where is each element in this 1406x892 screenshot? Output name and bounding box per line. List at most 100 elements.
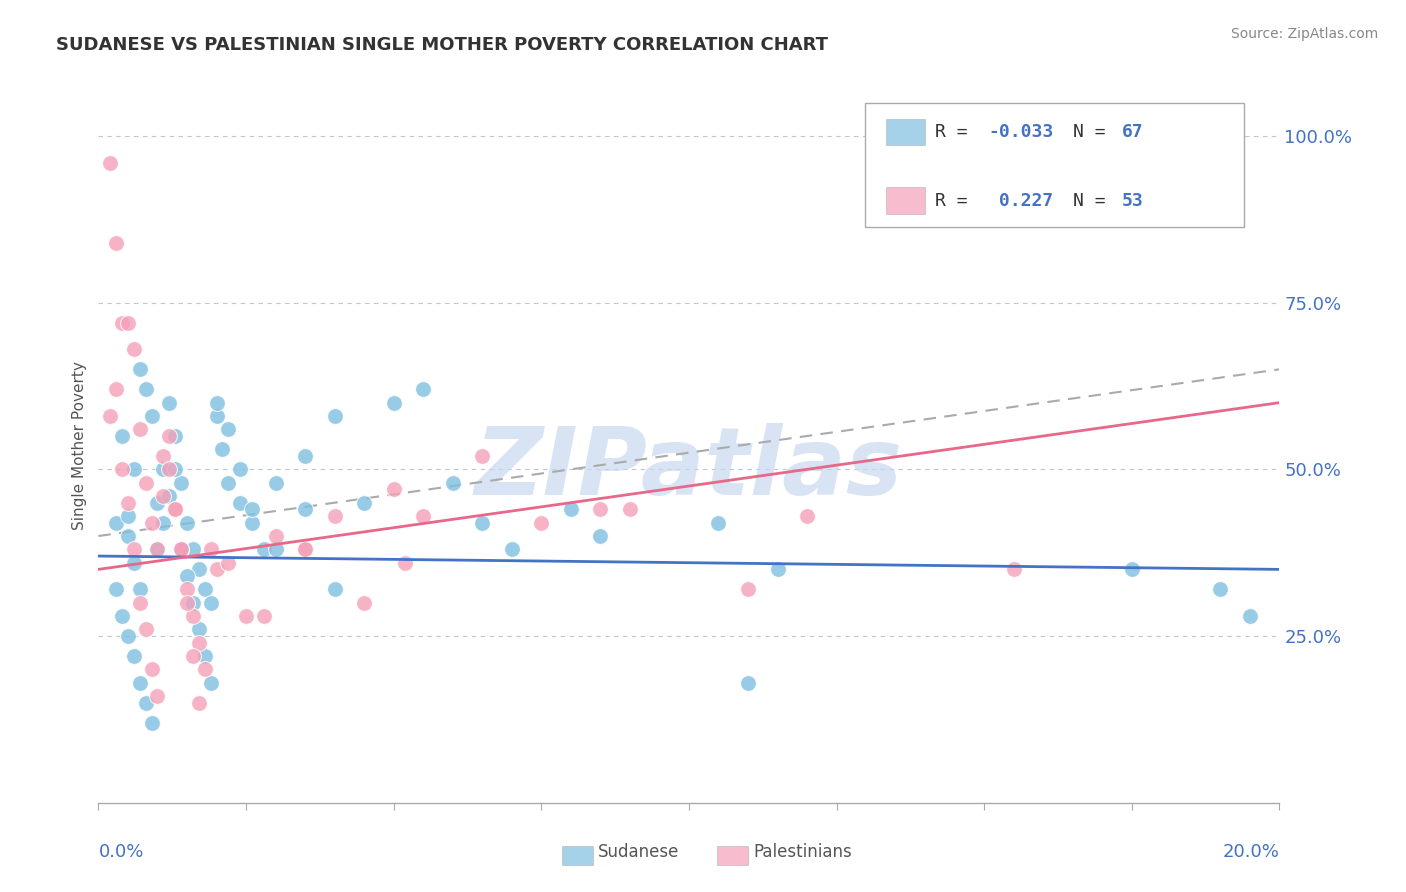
Point <box>157 395 180 409</box>
Point <box>211 442 233 457</box>
Point <box>264 475 287 490</box>
Point <box>194 649 217 664</box>
Text: 53: 53 <box>1122 192 1143 210</box>
Point <box>1002 562 1025 576</box>
Point <box>117 509 139 524</box>
Text: N =: N = <box>1073 192 1116 210</box>
Point <box>412 509 434 524</box>
Point <box>135 475 157 490</box>
Point <box>187 562 209 576</box>
Point <box>122 649 145 664</box>
Point <box>471 516 494 530</box>
Point <box>187 636 209 650</box>
Point <box>200 542 222 557</box>
Point <box>1239 609 1261 624</box>
Point <box>205 562 228 576</box>
Point <box>471 449 494 463</box>
Point <box>105 582 128 597</box>
Point <box>135 382 157 396</box>
Text: SUDANESE VS PALESTINIAN SINGLE MOTHER POVERTY CORRELATION CHART: SUDANESE VS PALESTINIAN SINGLE MOTHER PO… <box>56 36 828 54</box>
Point <box>264 529 287 543</box>
Point <box>530 516 553 530</box>
Text: R =: R = <box>935 192 979 210</box>
Point <box>122 556 145 570</box>
Point <box>205 409 228 423</box>
Point <box>117 629 139 643</box>
Point <box>229 496 252 510</box>
Point <box>146 542 169 557</box>
Point <box>187 623 209 637</box>
Point <box>589 529 612 543</box>
Point <box>128 422 150 436</box>
Point <box>128 582 150 597</box>
Point <box>122 542 145 557</box>
Point <box>253 609 276 624</box>
Text: Sudanese: Sudanese <box>598 843 679 861</box>
Point <box>170 542 193 557</box>
Point <box>187 696 209 710</box>
Text: 67: 67 <box>1122 123 1143 141</box>
Point <box>111 316 134 330</box>
Point <box>766 562 789 576</box>
Text: -0.033: -0.033 <box>988 123 1053 141</box>
Point <box>176 516 198 530</box>
Point <box>229 462 252 476</box>
Point <box>157 429 180 443</box>
Point <box>105 382 128 396</box>
Point <box>128 596 150 610</box>
Point <box>323 509 346 524</box>
Point <box>135 696 157 710</box>
Point <box>253 542 276 557</box>
Point <box>165 502 187 516</box>
Point <box>353 496 375 510</box>
Point <box>737 675 759 690</box>
Text: R =: R = <box>935 123 979 141</box>
Point <box>152 462 174 476</box>
Text: 0.227: 0.227 <box>988 192 1053 210</box>
Text: Source: ZipAtlas.com: Source: ZipAtlas.com <box>1230 27 1378 41</box>
Y-axis label: Single Mother Poverty: Single Mother Poverty <box>72 361 87 531</box>
Text: 20.0%: 20.0% <box>1223 843 1279 861</box>
Text: N =: N = <box>1073 123 1116 141</box>
Text: 0.0%: 0.0% <box>98 843 143 861</box>
Point <box>98 409 121 423</box>
Point <box>117 529 139 543</box>
Point <box>105 516 128 530</box>
Point <box>1209 582 1232 597</box>
Point <box>796 509 818 524</box>
Point <box>181 542 204 557</box>
Point <box>117 316 139 330</box>
Point <box>135 623 157 637</box>
Point <box>441 475 464 490</box>
Point <box>264 542 287 557</box>
Point <box>560 502 582 516</box>
Point <box>323 582 346 597</box>
Point <box>589 502 612 516</box>
Point <box>170 542 193 557</box>
Point <box>235 609 257 624</box>
Point <box>122 462 145 476</box>
Point <box>501 542 523 557</box>
Text: ZIPatlas: ZIPatlas <box>475 424 903 516</box>
Point <box>353 596 375 610</box>
Point <box>141 662 163 676</box>
Point <box>98 155 121 169</box>
Point <box>141 409 163 423</box>
Point <box>412 382 434 396</box>
Point <box>122 343 145 357</box>
Point <box>111 429 134 443</box>
Point <box>141 715 163 730</box>
Point <box>737 582 759 597</box>
Point <box>217 475 239 490</box>
Point <box>165 462 187 476</box>
Point <box>294 502 316 516</box>
Point <box>128 362 150 376</box>
Point <box>157 489 180 503</box>
Point <box>382 483 405 497</box>
Point <box>619 502 641 516</box>
Point <box>394 556 416 570</box>
Point <box>176 582 198 597</box>
Point <box>1121 562 1143 576</box>
Point <box>146 689 169 703</box>
Point <box>181 609 204 624</box>
